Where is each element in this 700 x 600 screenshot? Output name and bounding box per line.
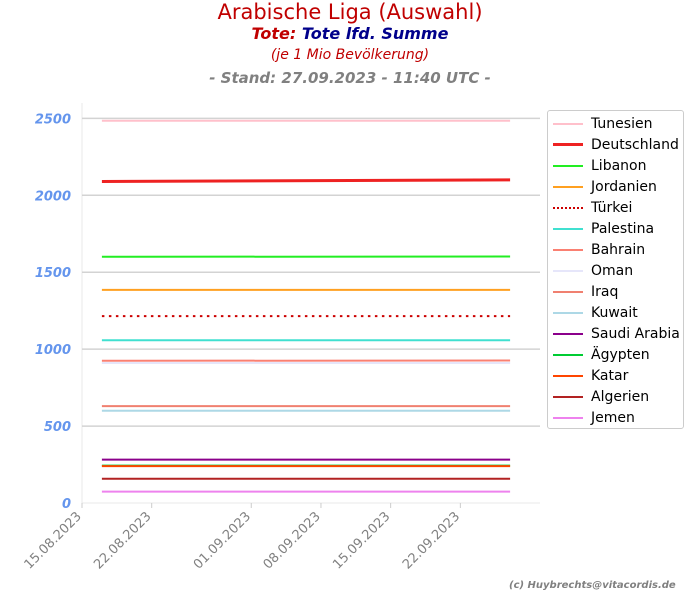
legend-label: Ägypten bbox=[591, 346, 650, 363]
legend-swatch bbox=[553, 143, 583, 146]
legend-swatch bbox=[553, 185, 583, 188]
legend-label: Jordanien bbox=[591, 178, 657, 195]
x-tick-label: 15.08.2023 bbox=[22, 509, 85, 572]
legend-item: Libanon bbox=[548, 155, 683, 176]
legend-swatch bbox=[553, 332, 583, 335]
subtitle-prefix: Tote: bbox=[251, 24, 297, 43]
x-tick-label: 01.09.2023 bbox=[191, 509, 254, 572]
chart-legend: Tunesien Deutschland Libanon Jordanien Türke… bbox=[547, 110, 684, 429]
legend-label: Algerien bbox=[591, 388, 650, 405]
series-line-deutschland bbox=[101, 178, 511, 183]
legend-swatch bbox=[553, 206, 583, 209]
legend-item: Jemen bbox=[548, 407, 683, 428]
legend-swatch bbox=[553, 290, 583, 293]
y-tick-label: 2000 bbox=[35, 189, 71, 204]
legend-label: Iraq bbox=[591, 283, 619, 300]
copyright-credit: (c) Huybrechts@vitacordis.de bbox=[509, 580, 676, 591]
legend-label: Libanon bbox=[591, 157, 647, 174]
legend-item: Kuwait bbox=[548, 302, 683, 323]
legend-item: Oman bbox=[548, 260, 683, 281]
legend-label: Jemen bbox=[591, 409, 635, 426]
y-tick-label: 500 bbox=[44, 420, 71, 435]
chart-timestamp: - Stand: 27.09.2023 - 11:40 UTC - bbox=[209, 69, 491, 87]
chart-unit: (je 1 Mio Bevölkerung) bbox=[270, 47, 430, 63]
legend-swatch bbox=[553, 248, 583, 251]
legend-item: Ägypten bbox=[548, 344, 683, 365]
legend-label: Tunesien bbox=[591, 115, 653, 132]
x-tick-label: 22.08.2023 bbox=[91, 509, 154, 572]
legend-swatch bbox=[553, 122, 583, 125]
subtitle-main: Tote lfd. Summe bbox=[301, 24, 449, 43]
y-tick-label: 1000 bbox=[35, 343, 71, 358]
legend-swatch bbox=[553, 227, 583, 230]
chart-title: Arabische Liga (Auswahl) bbox=[217, 0, 483, 24]
x-tick-label: 22.09.2023 bbox=[400, 509, 463, 572]
legend-label: Palestina bbox=[591, 220, 655, 237]
x-tick-label: 15.09.2023 bbox=[330, 509, 393, 572]
legend-item: Iraq bbox=[548, 281, 683, 302]
legend-label: Deutschland bbox=[591, 136, 679, 153]
legend-item: Jordanien bbox=[548, 176, 683, 197]
legend-label: Türkei bbox=[591, 199, 633, 216]
legend-item: Katar bbox=[548, 365, 683, 386]
legend-item: Saudi Arabia bbox=[548, 323, 683, 344]
legend-swatch bbox=[553, 395, 583, 398]
x-tick-label: 08.09.2023 bbox=[261, 509, 324, 572]
chart-subtitle: Tote: Tote lfd. Summe bbox=[0, 24, 700, 43]
legend-swatch bbox=[553, 353, 583, 356]
legend-item: Tunesien bbox=[548, 113, 683, 134]
legend-label: Saudi Arabia bbox=[591, 325, 680, 342]
legend-label: Bahrain bbox=[591, 241, 646, 258]
legend-label: Kuwait bbox=[591, 304, 638, 321]
legend-swatch bbox=[553, 374, 583, 377]
legend-item: Türkei bbox=[548, 197, 683, 218]
y-tick-label: 0 bbox=[62, 497, 71, 512]
legend-swatch bbox=[553, 164, 583, 167]
legend-item: Bahrain bbox=[548, 239, 683, 260]
legend-swatch bbox=[553, 269, 583, 272]
legend-label: Oman bbox=[591, 262, 634, 279]
legend-item: Algerien bbox=[548, 386, 683, 407]
legend-label: Katar bbox=[591, 367, 629, 384]
y-tick-label: 1500 bbox=[35, 266, 71, 281]
legend-swatch bbox=[553, 416, 583, 419]
y-tick-label: 2500 bbox=[35, 112, 71, 127]
legend-item: Palestina bbox=[548, 218, 683, 239]
legend-swatch bbox=[553, 311, 583, 314]
legend-item: Deutschland bbox=[548, 134, 683, 155]
